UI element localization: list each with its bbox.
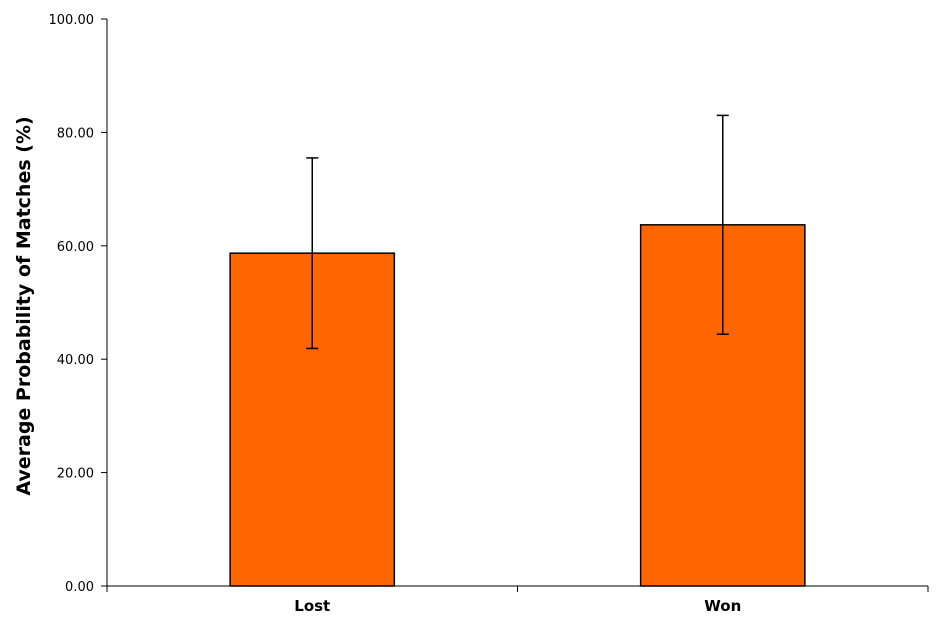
y-tick-label: 0.00	[65, 580, 94, 595]
y-axis-title: Average Probability of Matches (%)	[13, 116, 35, 495]
y-tick-label: 80.00	[57, 126, 94, 141]
plot-area: 0.00 20.00 40.00 60.00 80.00 100.00 Lost Won	[49, 13, 929, 615]
y-tick-label: 60.00	[57, 240, 94, 255]
x-category-label: Won	[704, 597, 741, 615]
x-category-label: Lost	[294, 597, 330, 615]
y-tick-label: 100.00	[49, 13, 95, 28]
y-tick-label: 20.00	[57, 467, 94, 482]
y-tick-label: 40.00	[57, 353, 94, 368]
